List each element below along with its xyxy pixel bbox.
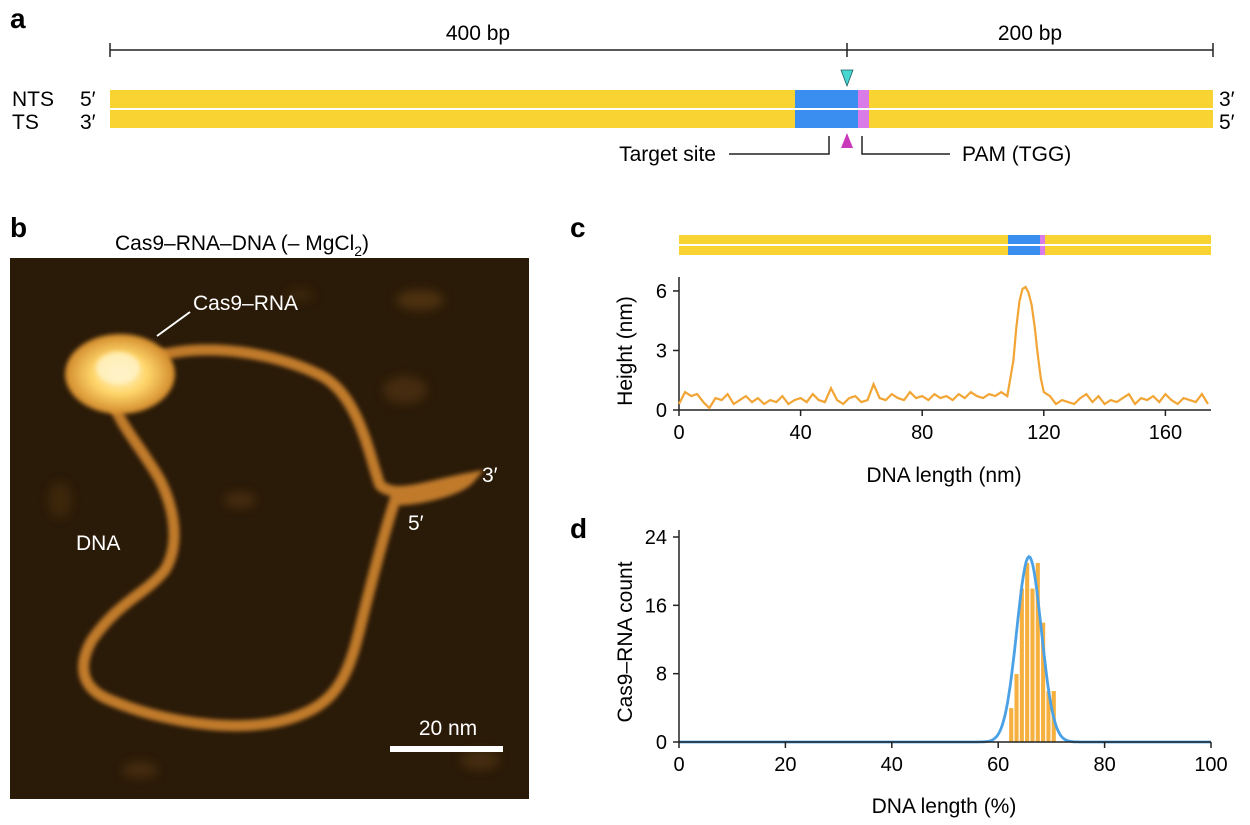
target-site-label: Target site: [619, 143, 716, 166]
d-y-tick-label: 16: [645, 595, 667, 617]
panel-a: a 400 bp 200 bp NTS TS 5′ 3′ 3′ 5′ Targe…: [10, 3, 1235, 166]
scale-bar: [390, 746, 503, 752]
c-y-tick-label: 0: [656, 400, 667, 422]
histogram-bar: [1029, 587, 1036, 743]
length-400bp-label: 400 bp: [446, 22, 510, 45]
d-y-tick-label: 24: [645, 527, 667, 549]
c-x-tick-label: 40: [789, 422, 811, 444]
ts-left-end: 3′: [80, 111, 96, 134]
panel-b: b Cas9–RNA–DNA (– MgCl2) Cas9–RNA DNA 3′…: [10, 212, 529, 799]
scale-bar-label: 20 nm: [419, 717, 477, 740]
c-y-tick-label: 6: [656, 281, 667, 303]
ts-label: TS: [12, 111, 39, 134]
d-x-tick-label: 80: [1093, 754, 1115, 776]
pam-callout: [861, 136, 950, 155]
nts-strand: [110, 90, 1213, 108]
d-x-tick-label: 40: [881, 754, 903, 776]
c-y-tick-label: 3: [656, 340, 667, 362]
nts-label: NTS: [12, 88, 54, 111]
height-profile-line: [678, 285, 1209, 410]
cas9-rna-label: Cas9–RNA: [193, 292, 298, 315]
panel-a-letter: a: [10, 3, 26, 34]
ts-cleavage-arrow-icon: [841, 133, 853, 148]
nts-right-end: 3′: [1219, 88, 1235, 111]
end-3-label: 3′: [482, 464, 498, 487]
panel-b-letter: b: [10, 212, 27, 243]
d-x-tick-label: 60: [987, 754, 1009, 776]
panel-c-chart: c 0 40 80 120 160 0 3 6 DNA length (nm) Height …: [570, 212, 1211, 487]
panel-d-chart: d 0 20 40 60 80 100 0 8 16 24 DNA length (%) Cas9…: [570, 513, 1228, 818]
panel-b-title: Cas9–RNA–DNA (– MgCl2): [115, 232, 369, 259]
dna-label: DNA: [76, 532, 120, 555]
cas9-rna-pointer: [156, 311, 191, 337]
c-x-tick-label: 0: [673, 422, 684, 444]
pam-label: PAM (TGG): [962, 143, 1071, 166]
c-xlabel: DNA length (nm): [866, 464, 1021, 487]
d-y-tick-label: 8: [656, 664, 667, 686]
afm-image: [10, 258, 529, 799]
end-5-label: 5′: [408, 512, 424, 535]
target-site-callout: [729, 136, 830, 155]
d-x-tick-label: 20: [774, 754, 796, 776]
d-y-tick-label: 0: [656, 732, 667, 754]
ts-right-end: 5′: [1219, 111, 1235, 134]
histogram-bar: [1008, 707, 1014, 743]
gaussian-fit-curve: [679, 554, 1211, 744]
c-x-tick-label: 160: [1149, 422, 1182, 444]
nts-cleavage-arrow-icon: [840, 69, 854, 88]
histogram-bar: [1013, 673, 1020, 743]
d-x-tick-label: 100: [1194, 754, 1227, 776]
afm-dna-strand: [78, 344, 484, 732]
nts-left-end: 5′: [80, 88, 96, 111]
ts-strand: [110, 110, 1213, 128]
d-x-tick-label: 0: [673, 754, 684, 776]
c-x-tick-label: 80: [911, 422, 933, 444]
panel-d-letter: d: [570, 513, 587, 544]
c-ylabel: Height (nm): [614, 296, 637, 406]
histogram-bar: [1024, 562, 1030, 743]
c-x-tick-label: 120: [1027, 422, 1060, 444]
length-200bp-label: 200 bp: [998, 22, 1062, 45]
d-ylabel: Cas9–RNA count: [614, 561, 637, 722]
panel-c-letter: c: [570, 212, 586, 243]
d-xlabel: DNA length (%): [872, 795, 1017, 818]
